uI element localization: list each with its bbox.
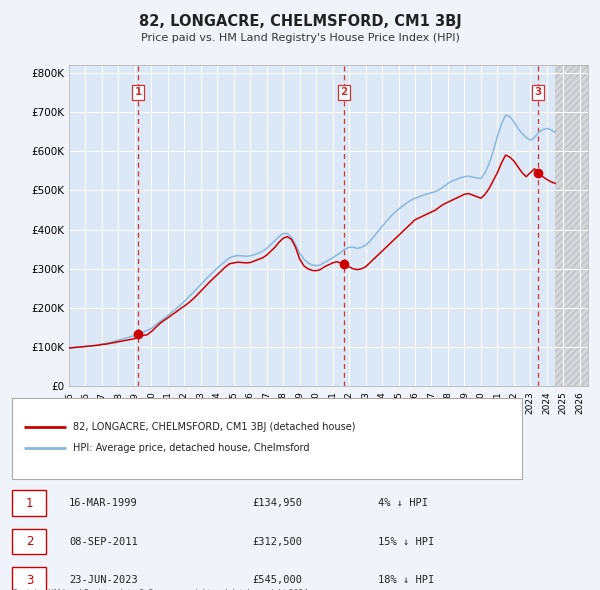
Text: 1: 1 — [26, 497, 33, 510]
Text: 4% ↓ HPI: 4% ↓ HPI — [378, 498, 428, 508]
FancyBboxPatch shape — [12, 529, 46, 555]
Bar — [555, 65, 588, 386]
Text: 3: 3 — [535, 87, 542, 97]
Text: 3: 3 — [26, 573, 33, 586]
Text: 82, LONGACRE, CHELMSFORD, CM1 3BJ (detached house): 82, LONGACRE, CHELMSFORD, CM1 3BJ (detac… — [73, 422, 356, 432]
Text: 16-MAR-1999: 16-MAR-1999 — [69, 498, 138, 508]
Text: £134,950: £134,950 — [252, 498, 302, 508]
Text: Contains HM Land Registry data © Crown copyright and database right 2024.: Contains HM Land Registry data © Crown c… — [12, 589, 311, 590]
Text: 82, LONGACRE, CHELMSFORD, CM1 3BJ: 82, LONGACRE, CHELMSFORD, CM1 3BJ — [139, 14, 461, 29]
Text: £545,000: £545,000 — [252, 575, 302, 585]
Text: 15% ↓ HPI: 15% ↓ HPI — [378, 536, 434, 546]
Text: HPI: Average price, detached house, Chelmsford: HPI: Average price, detached house, Chel… — [73, 442, 310, 453]
FancyBboxPatch shape — [12, 490, 46, 516]
FancyBboxPatch shape — [12, 398, 522, 479]
FancyBboxPatch shape — [12, 567, 46, 590]
Text: Price paid vs. HM Land Registry's House Price Index (HPI): Price paid vs. HM Land Registry's House … — [140, 34, 460, 43]
Text: 2: 2 — [340, 87, 347, 97]
Text: 2: 2 — [26, 535, 33, 548]
Text: 18% ↓ HPI: 18% ↓ HPI — [378, 575, 434, 585]
Text: £312,500: £312,500 — [252, 536, 302, 546]
Text: 08-SEP-2011: 08-SEP-2011 — [69, 536, 138, 546]
Text: 1: 1 — [135, 87, 142, 97]
Text: 23-JUN-2023: 23-JUN-2023 — [69, 575, 138, 585]
